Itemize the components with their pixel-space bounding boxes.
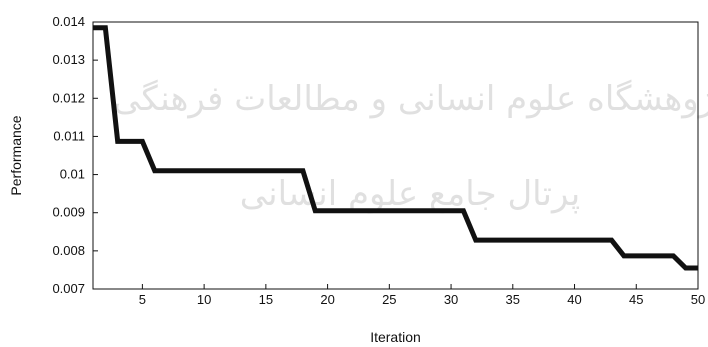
- x-tick-label: 45: [629, 292, 643, 307]
- y-axis-ticks: 0.007 0.008 0.009 0.01 0.011 0.012 0.013 0.014: [52, 14, 98, 296]
- y-tick-label: 0.013: [52, 52, 85, 67]
- y-tick-label: 0.01: [60, 167, 85, 182]
- x-tick-label: 35: [506, 292, 520, 307]
- x-tick-label: 10: [197, 292, 211, 307]
- watermark: پژوهشگاه علوم انسانی و مطالعات فرهنگی پر…: [113, 79, 708, 214]
- x-tick-label: 15: [259, 292, 273, 307]
- y-tick-label: 0.009: [52, 205, 85, 220]
- x-tick-label: 25: [382, 292, 396, 307]
- y-tick-label: 0.012: [52, 90, 85, 105]
- x-tick-label: 20: [320, 292, 334, 307]
- x-tick-label: 5: [139, 292, 146, 307]
- performance-line: [93, 25, 698, 271]
- x-axis-ticks: 5 10 15 20 25 30 35 40 45 50: [139, 284, 705, 307]
- y-tick-label: 0.014: [52, 14, 85, 29]
- x-tick-label: 40: [567, 292, 581, 307]
- watermark-line-2: پرتال جامع علوم انسانی: [240, 174, 580, 214]
- watermark-line-1: پژوهشگاه علوم انسانی و مطالعات فرهنگی: [113, 79, 708, 119]
- y-tick-label: 0.011: [53, 128, 85, 143]
- y-tick-label: 0.008: [52, 243, 85, 258]
- x-tick-label: 30: [444, 292, 458, 307]
- y-tick-label: 0.007: [52, 281, 85, 296]
- plot-area: [92, 21, 699, 290]
- y-axis-label: Performance: [8, 115, 24, 195]
- x-tick-label: 50: [691, 292, 705, 307]
- x-axis-label: Iteration: [370, 329, 421, 345]
